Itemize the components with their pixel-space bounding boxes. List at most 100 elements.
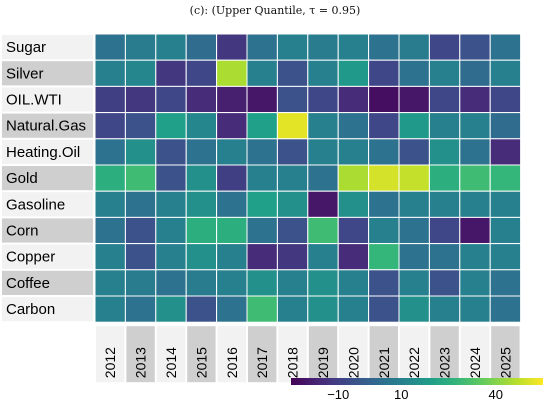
heatmap-cell xyxy=(276,138,309,166)
column-label: 2016 xyxy=(224,347,240,378)
heatmap-cell xyxy=(428,295,461,323)
heatmap-cell xyxy=(155,164,187,192)
row-label-box xyxy=(2,35,93,60)
column-label: 2024 xyxy=(467,347,483,378)
column-label-box xyxy=(96,326,125,383)
heatmap-cell xyxy=(155,243,187,271)
row-label: Corn xyxy=(6,223,39,240)
heatmap-cell xyxy=(216,138,248,166)
heatmap-cell xyxy=(459,243,491,271)
heatmap-cell xyxy=(124,164,157,192)
heatmap-cell xyxy=(124,85,157,114)
column-label: 2022 xyxy=(406,347,422,378)
heatmap-cell xyxy=(155,85,187,114)
heatmap-cell xyxy=(216,59,248,87)
heatmap-cell xyxy=(398,33,430,61)
row-label: Carbon xyxy=(6,301,55,318)
column-label-box xyxy=(126,326,155,383)
heatmap-cell xyxy=(459,85,491,114)
heatmap-cell xyxy=(307,269,339,297)
heatmap-cell xyxy=(398,164,430,192)
heatmap-cell xyxy=(216,85,248,114)
column-label: 2023 xyxy=(437,347,453,378)
row-label: OIL.WTI xyxy=(6,92,62,109)
heatmap-cell xyxy=(337,59,370,87)
heatmap-cell xyxy=(124,33,157,61)
heatmap-cell xyxy=(459,33,491,61)
column-label: 2020 xyxy=(345,347,361,378)
heatmap-cell xyxy=(246,243,278,271)
heatmap-cell xyxy=(94,59,126,87)
heatmap-cell xyxy=(216,243,248,271)
heatmap-cell xyxy=(337,164,370,192)
heatmap-cell xyxy=(246,269,278,297)
heatmap-cell xyxy=(185,33,218,61)
heatmap-cell xyxy=(246,216,278,245)
heatmap-cell xyxy=(155,269,187,297)
heatmap-cell xyxy=(185,216,218,245)
heatmap-cell xyxy=(459,190,491,218)
heatmap-cell xyxy=(155,295,187,323)
heatmap-cell xyxy=(246,164,278,192)
heatmap-cell xyxy=(428,33,461,61)
heatmap-cell xyxy=(489,85,522,114)
heatmap-cell xyxy=(276,190,309,218)
heatmap-cell xyxy=(337,216,370,245)
row-label-box xyxy=(2,166,93,191)
row-label-box xyxy=(2,297,93,322)
heatmap-cell xyxy=(276,112,309,140)
column-label-box xyxy=(369,326,398,383)
heatmap-cell xyxy=(246,295,278,323)
row-label: Sugar xyxy=(6,39,46,56)
heatmap-cell xyxy=(368,59,400,87)
heatmap-cell xyxy=(428,112,461,140)
heatmap-cell xyxy=(337,138,370,166)
row-label: Silver xyxy=(6,65,44,82)
heatmap-cell xyxy=(398,59,430,87)
column-label-box xyxy=(491,326,520,383)
row-label-box xyxy=(2,270,93,295)
heatmap-cell xyxy=(216,190,248,218)
heatmap-cell xyxy=(368,269,400,297)
heatmap-cell xyxy=(94,112,126,140)
heatmap-cell xyxy=(185,138,218,166)
heatmap-cell xyxy=(155,190,187,218)
heatmap-cell xyxy=(185,295,218,323)
heatmap-cell xyxy=(185,269,218,297)
colorbar-tick-label: 10 xyxy=(394,387,408,402)
row-label-box xyxy=(2,192,93,217)
heatmap-cell xyxy=(124,59,157,87)
heatmap-cell xyxy=(368,138,400,166)
heatmap-cell xyxy=(428,243,461,271)
heatmap-cell xyxy=(246,85,278,114)
row-label: Coffee xyxy=(6,275,50,292)
heatmap-cell xyxy=(216,295,248,323)
heatmap-cell xyxy=(216,269,248,297)
heatmap-cell xyxy=(276,164,309,192)
heatmap-cell xyxy=(337,33,370,61)
heatmap-cell xyxy=(368,164,400,192)
heatmap-cell xyxy=(307,85,339,114)
heatmap-cell xyxy=(428,190,461,218)
heatmap-cell xyxy=(124,269,157,297)
heatmap-cell xyxy=(368,85,400,114)
heatmap-cell xyxy=(124,190,157,218)
heatmap-cell xyxy=(124,243,157,271)
heatmap-cell xyxy=(398,190,430,218)
heatmap-cell xyxy=(246,59,278,87)
column-label-box xyxy=(278,326,307,383)
heatmap-cell xyxy=(398,216,430,245)
heatmap-cell xyxy=(185,243,218,271)
column-label: 2017 xyxy=(254,347,270,378)
heatmap-cell xyxy=(155,112,187,140)
heatmap-cell xyxy=(428,85,461,114)
heatmap-cell xyxy=(276,269,309,297)
heatmap-cell xyxy=(459,295,491,323)
row-label: Heating.Oil xyxy=(6,144,80,161)
heatmap-cell xyxy=(94,138,126,166)
heatmap-cell xyxy=(489,295,522,323)
column-label-box xyxy=(308,326,338,383)
column-label: 2019 xyxy=(315,347,331,378)
row-label-box xyxy=(2,244,93,269)
